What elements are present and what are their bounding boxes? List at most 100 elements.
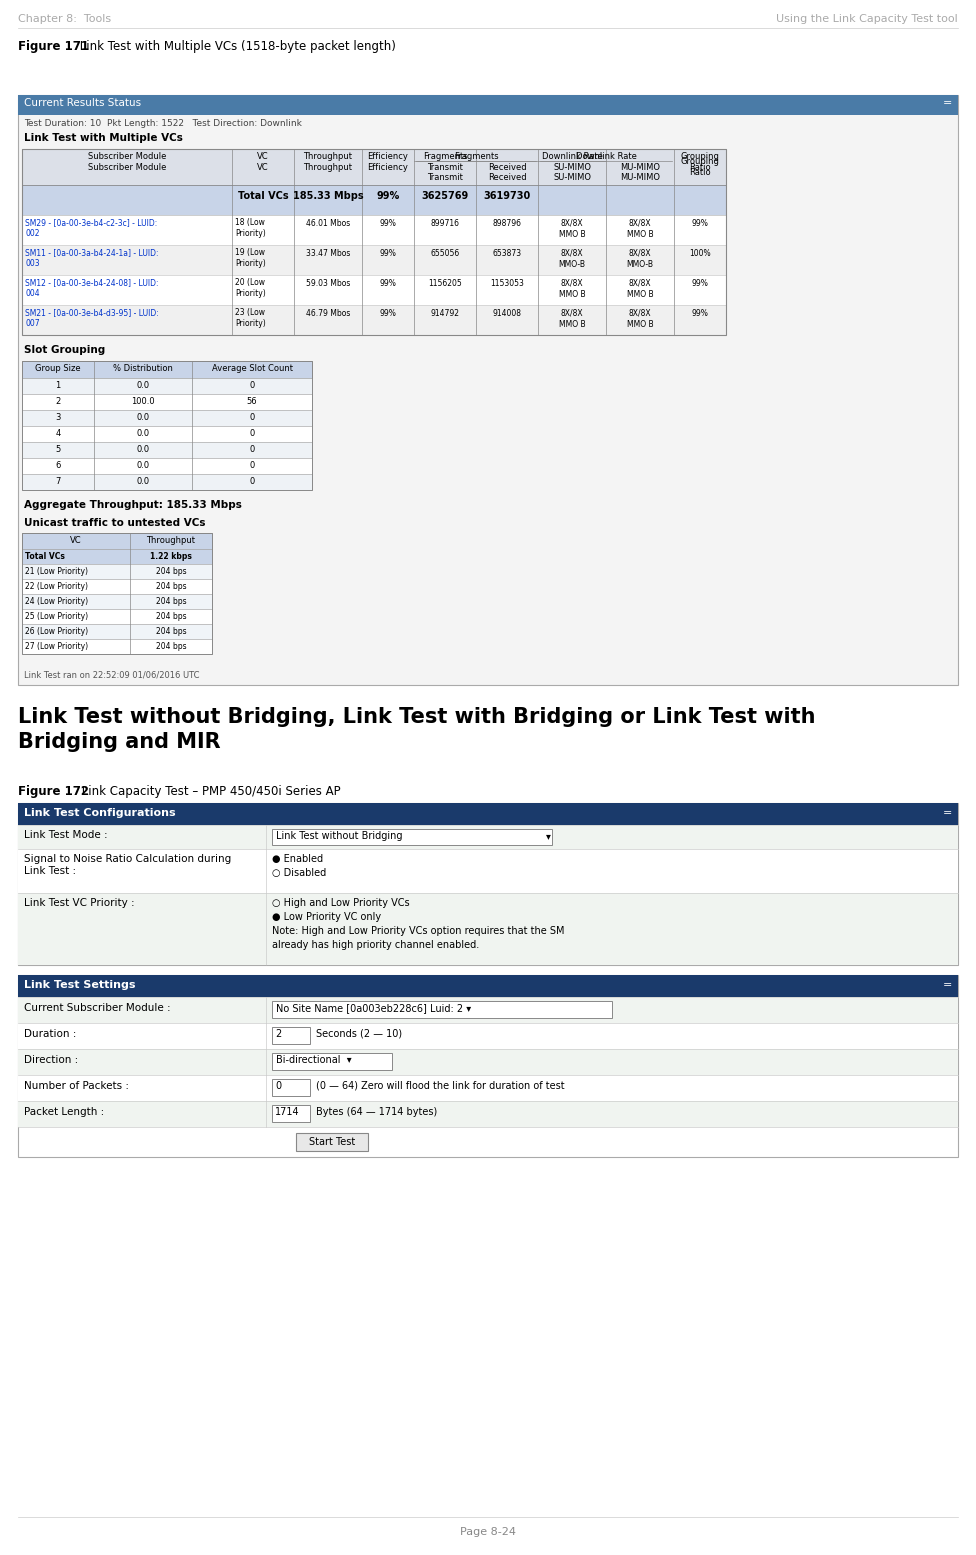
- Bar: [22, 275, 726, 305]
- Text: 1153053: 1153053: [490, 278, 524, 288]
- Bar: [18, 1075, 958, 1101]
- Bar: [22, 185, 726, 215]
- Bar: [272, 1026, 310, 1043]
- Text: Throughput: Throughput: [304, 152, 352, 162]
- Text: Direction :: Direction :: [24, 1054, 78, 1065]
- Text: 100%: 100%: [689, 249, 711, 258]
- Text: 20 (Low
Priority): 20 (Low Priority): [235, 278, 265, 299]
- Text: 0.0: 0.0: [137, 429, 149, 439]
- Text: Signal to Noise Ratio Calculation during
Link Test :: Signal to Noise Ratio Calculation during…: [24, 854, 231, 877]
- Text: 204 bps: 204 bps: [156, 568, 186, 575]
- Text: 8X/8X
MMO B: 8X/8X MMO B: [627, 309, 653, 330]
- Text: 2: 2: [275, 1029, 281, 1039]
- Bar: [272, 1053, 392, 1070]
- Text: SM12 - [0a-00-3e-b4-24-08] - LUID:
004: SM12 - [0a-00-3e-b4-24-08] - LUID: 004: [25, 278, 158, 299]
- Text: 0.0: 0.0: [137, 445, 149, 454]
- Bar: [22, 459, 312, 474]
- Text: 99%: 99%: [692, 219, 709, 229]
- Text: 4: 4: [56, 429, 61, 439]
- Text: Throughput: Throughput: [146, 536, 195, 544]
- Text: 8X/8X
MMO-B: 8X/8X MMO-B: [627, 249, 654, 269]
- Text: MU-MIMO: MU-MIMO: [620, 163, 660, 173]
- Text: 99%: 99%: [380, 249, 396, 258]
- Text: 18 (Low
Priority): 18 (Low Priority): [235, 218, 265, 238]
- Text: Link Capacity Test – PMP 450/450i Series AP: Link Capacity Test – PMP 450/450i Series…: [78, 785, 341, 798]
- Text: 46.79 Mbos: 46.79 Mbos: [305, 309, 350, 319]
- Bar: [22, 246, 726, 275]
- Text: 2: 2: [56, 397, 61, 406]
- Text: Duration :: Duration :: [24, 1029, 76, 1039]
- Text: 99%: 99%: [377, 191, 399, 201]
- Bar: [22, 564, 212, 578]
- Text: ● Enabled: ● Enabled: [272, 854, 323, 865]
- Text: 27 (Low Priority): 27 (Low Priority): [25, 642, 88, 652]
- Text: 3625769: 3625769: [422, 191, 468, 201]
- Text: 59.03 Mbos: 59.03 Mbos: [305, 278, 350, 288]
- Text: Current Results Status: Current Results Status: [24, 98, 142, 107]
- Text: 898796: 898796: [493, 219, 521, 229]
- Text: Received: Received: [488, 173, 526, 182]
- Text: SU-MIMO: SU-MIMO: [553, 173, 591, 182]
- Bar: [18, 975, 958, 1157]
- Text: Efficiency: Efficiency: [368, 152, 408, 162]
- Text: 1156205: 1156205: [428, 278, 462, 288]
- Text: Link Test with Multiple VCs: Link Test with Multiple VCs: [24, 134, 183, 143]
- Text: Link Test VC Priority :: Link Test VC Priority :: [24, 897, 135, 908]
- Text: Transmit: Transmit: [427, 173, 463, 182]
- Text: 0.0: 0.0: [137, 477, 149, 487]
- Text: 8X/8X
MMO B: 8X/8X MMO B: [627, 278, 653, 299]
- Bar: [18, 1050, 958, 1075]
- Text: 0: 0: [250, 414, 255, 421]
- Text: 46.01 Mbos: 46.01 Mbos: [305, 219, 350, 229]
- Text: Link Test with Multiple VCs (1518-byte packet length): Link Test with Multiple VCs (1518-byte p…: [76, 40, 396, 53]
- Bar: [22, 578, 212, 594]
- Bar: [22, 639, 212, 655]
- Text: Total VCs: Total VCs: [238, 191, 288, 201]
- Bar: [18, 1023, 958, 1050]
- Text: Total VCs: Total VCs: [25, 552, 64, 561]
- Text: Link Test Settings: Link Test Settings: [24, 980, 136, 991]
- Text: VC: VC: [70, 536, 82, 544]
- Bar: [272, 829, 552, 844]
- Bar: [272, 1079, 310, 1096]
- Text: 204 bps: 204 bps: [156, 613, 186, 620]
- Text: MU-MIMO: MU-MIMO: [620, 173, 660, 182]
- Text: 8X/8X
MMO B: 8X/8X MMO B: [558, 309, 586, 330]
- Text: 655056: 655056: [430, 249, 460, 258]
- Text: 0: 0: [275, 1081, 281, 1092]
- Text: Link Test Mode :: Link Test Mode :: [24, 830, 107, 840]
- Bar: [22, 533, 212, 549]
- Text: Fragments: Fragments: [423, 152, 468, 162]
- Text: 0: 0: [250, 381, 255, 390]
- Text: Number of Packets :: Number of Packets :: [24, 1081, 129, 1092]
- Text: Downlink Rate: Downlink Rate: [576, 152, 636, 162]
- Text: Downlink Rate: Downlink Rate: [542, 152, 602, 162]
- Text: Grouping
Ratio: Grouping Ratio: [680, 152, 719, 173]
- Bar: [22, 149, 726, 185]
- Text: 26 (Low Priority): 26 (Low Priority): [25, 627, 88, 636]
- Text: SM29 - [0a-00-3e-b4-c2-3c] - LUID:
002: SM29 - [0a-00-3e-b4-c2-3c] - LUID: 002: [25, 218, 157, 238]
- Text: Seconds (2 — 10): Seconds (2 — 10): [316, 1029, 402, 1039]
- Text: 1714: 1714: [275, 1107, 300, 1116]
- Text: Link Test Configurations: Link Test Configurations: [24, 809, 176, 818]
- Text: VC: VC: [258, 163, 268, 173]
- Text: 185.33 Mbps: 185.33 Mbps: [293, 191, 363, 201]
- Bar: [18, 802, 958, 966]
- Bar: [22, 474, 312, 490]
- Text: 8X/8X
MMO B: 8X/8X MMO B: [558, 219, 586, 239]
- Text: SM21 - [0a-00-3e-b4-d3-95] - LUID:
007: SM21 - [0a-00-3e-b4-d3-95] - LUID: 007: [25, 308, 159, 328]
- Bar: [22, 549, 212, 564]
- Text: Bi-directional  ▾: Bi-directional ▾: [276, 1054, 351, 1065]
- Bar: [22, 442, 312, 459]
- Text: 653873: 653873: [493, 249, 521, 258]
- Text: 0: 0: [250, 445, 255, 454]
- Text: 914008: 914008: [493, 309, 521, 319]
- Text: Subscriber Module: Subscriber Module: [88, 152, 166, 162]
- Text: Chapter 8:  Tools: Chapter 8: Tools: [18, 14, 111, 23]
- Text: SU-MIMO: SU-MIMO: [553, 163, 591, 173]
- Text: Subscriber Module: Subscriber Module: [88, 163, 166, 173]
- Text: Throughput: Throughput: [304, 163, 352, 173]
- Text: 0.0: 0.0: [137, 414, 149, 421]
- Text: 25 (Low Priority): 25 (Low Priority): [25, 613, 88, 620]
- Bar: [22, 215, 726, 246]
